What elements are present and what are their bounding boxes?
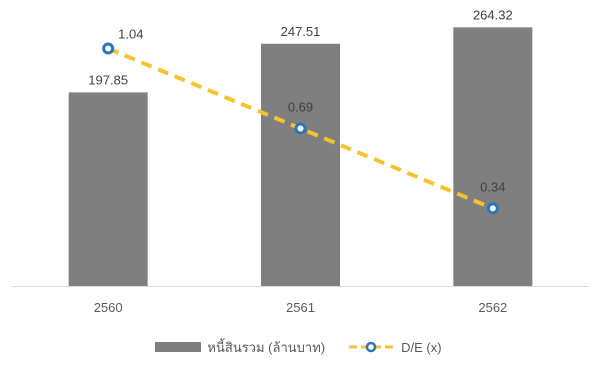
x-tick-label: 2561 [286,300,315,315]
chart-legend: หนี้สินรวม (ล้านบาท) D/E (x) [0,336,597,358]
x-tick-label: 2562 [478,300,507,315]
line-data-label: 0.69 [288,99,313,114]
legend-line-label: D/E (x) [401,339,442,355]
line-point [102,42,115,55]
line-point [486,202,499,215]
legend-bar-label: หนี้สินรวม (ล้านบาท) [207,339,326,355]
line-point [294,122,307,135]
legend-item-bar: หนี้สินรวม (ล้านบาท) [155,337,325,358]
bar-data-label: 247.51 [281,24,321,39]
bar [261,43,340,286]
legend-line-swatch [349,341,394,353]
line-data-label: 1.04 [118,27,143,42]
bar-data-label: 197.85 [88,72,128,87]
x-tick-label: 2560 [94,300,123,315]
legend-bar-swatch [155,342,202,352]
line-data-label: 0.34 [480,179,505,194]
bar [453,27,533,287]
legend-item-line: D/E (x) [347,339,442,355]
bar [68,92,148,286]
bar-data-label: 264.32 [473,7,513,22]
